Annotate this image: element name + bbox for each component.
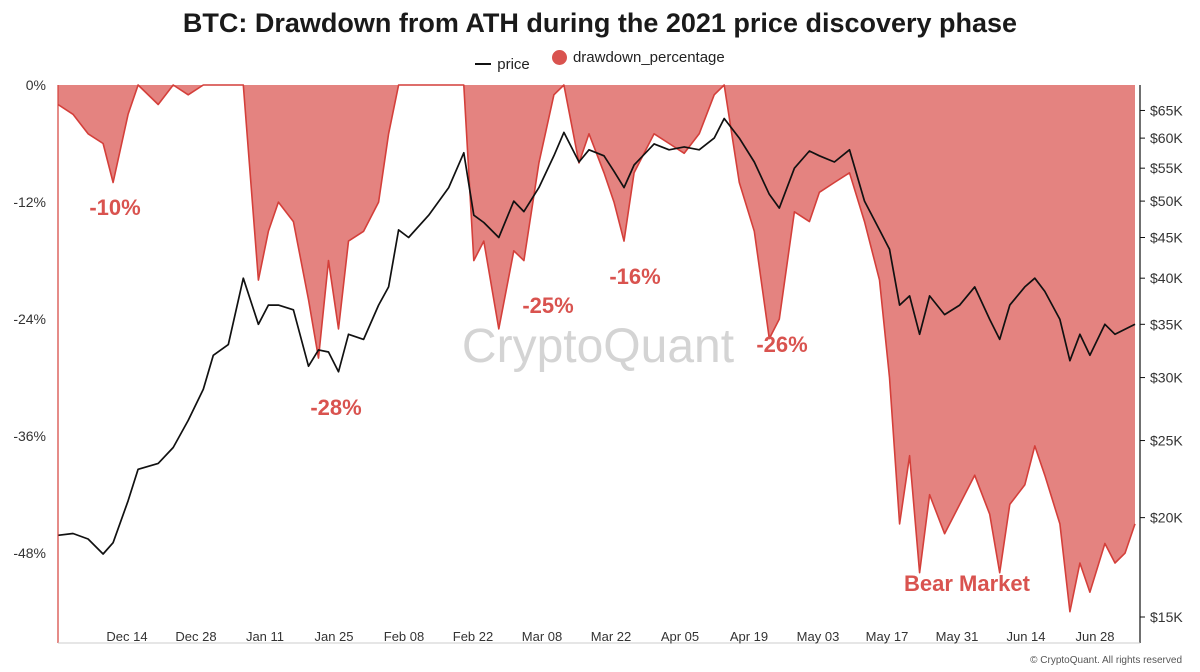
chart-title: BTC: Drawdown from ATH during the 2021 p… xyxy=(182,8,1018,38)
left-tick-label: -12% xyxy=(13,194,46,210)
price-line-layer xyxy=(57,117,1136,555)
x-tick-label: Feb 22 xyxy=(453,629,493,644)
x-tick-label: Feb 08 xyxy=(384,629,424,644)
drawdown-edge-line xyxy=(57,84,1136,613)
right-tick-label: $35K xyxy=(1150,316,1183,332)
x-tick-label: May 17 xyxy=(866,629,909,644)
annotation-layer: -10% -28% -25% -16% -26% Bear Market xyxy=(89,195,1030,596)
right-tick-label: $45K xyxy=(1150,229,1183,245)
copyright-footer: © CryptoQuant. All rights reserved xyxy=(1030,655,1182,666)
right-tick-label: $20K xyxy=(1150,510,1183,526)
x-tick-label: Dec 14 xyxy=(106,629,147,644)
right-tick-label: $40K xyxy=(1150,270,1183,286)
right-tick-label: $25K xyxy=(1150,433,1183,449)
drawdown-annotation: -10% xyxy=(89,195,140,220)
drawdown-annotation: Bear Market xyxy=(904,571,1031,596)
drawdown-annotation: -28% xyxy=(310,395,361,420)
chart-legend: price drawdown_percentage xyxy=(0,49,1200,73)
legend-label-drawdown: drawdown_percentage xyxy=(572,49,725,66)
x-tick-label: Mar 22 xyxy=(591,629,631,644)
x-tick-label: May 03 xyxy=(797,629,840,644)
left-tick-label: 0% xyxy=(26,77,46,93)
drawdown-annotation: -16% xyxy=(609,264,660,289)
left-tick-label: -24% xyxy=(13,311,46,327)
left-tick-label: -48% xyxy=(13,545,46,561)
right-tick-label: $50K xyxy=(1150,193,1183,209)
legend-item-drawdown[interactable]: drawdown_percentage xyxy=(551,49,725,66)
drawdown-annotation: -25% xyxy=(522,293,573,318)
x-tick-label: Apr 19 xyxy=(730,629,768,644)
drawdown-area-layer xyxy=(57,84,1136,613)
x-tick-label: Jan 11 xyxy=(246,629,284,644)
x-tick-label: Jan 25 xyxy=(314,629,353,644)
left-tick-label: -36% xyxy=(13,428,46,444)
watermark-text: CryptoQuant xyxy=(462,320,734,373)
right-tick-label: $15K xyxy=(1150,609,1183,625)
x-tick-label: Jun 28 xyxy=(1075,629,1114,644)
right-tick-label: $60K xyxy=(1150,130,1183,146)
x-tick-label: Apr 05 xyxy=(661,629,699,644)
drawdown-annotation: -26% xyxy=(756,332,807,357)
x-tick-label: Dec 28 xyxy=(175,629,216,644)
right-tick-label: $65K xyxy=(1150,102,1183,118)
drawdown-dot-swatch xyxy=(551,50,567,65)
price-line-swatch xyxy=(475,63,492,65)
right-tick-label: $30K xyxy=(1150,370,1183,386)
legend-label-price: price xyxy=(497,55,530,73)
right-tick-label: $55K xyxy=(1150,160,1183,176)
legend-item-price[interactable]: price xyxy=(475,56,530,73)
price-line xyxy=(57,117,1136,555)
x-tick-label: Mar 08 xyxy=(522,629,562,644)
x-tick-label: Jun 14 xyxy=(1006,629,1045,644)
drawdown-area xyxy=(58,85,1135,612)
axes-layer: 0% -12% -24% -36% -48% $65K $60K $55K $50K $45K $4… xyxy=(13,77,1183,644)
x-tick-label: May 31 xyxy=(936,629,979,644)
